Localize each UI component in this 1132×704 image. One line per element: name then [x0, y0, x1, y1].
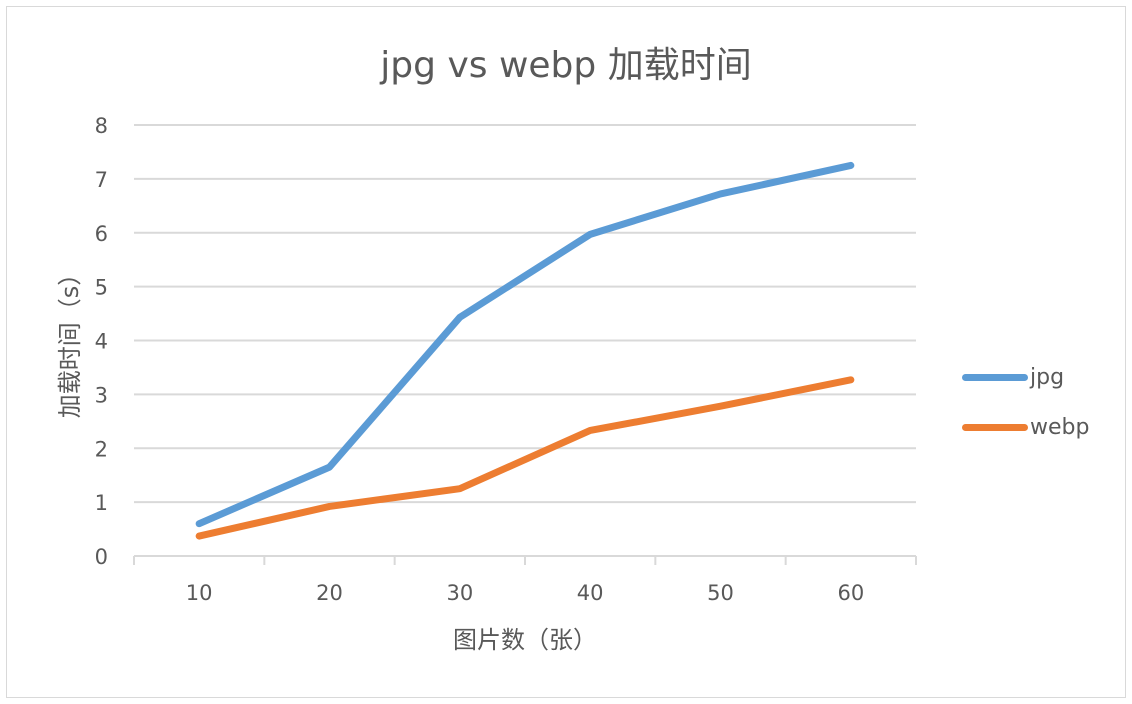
y-tick-label: 0 — [95, 545, 108, 569]
legend-label-webp: webp — [1030, 414, 1090, 440]
legend: jpg webp — [962, 352, 1089, 452]
x-tick-label: 30 — [446, 581, 473, 605]
legend-label-jpg: jpg — [1030, 364, 1065, 390]
y-axis-title: 加载时间（s） — [56, 262, 84, 419]
x-tick-label: 40 — [577, 581, 604, 605]
x-tick-label: 20 — [316, 581, 343, 605]
x-tick-label: 60 — [837, 581, 864, 605]
chart-frame — [6, 6, 1126, 698]
y-tick-label: 2 — [95, 437, 108, 461]
x-tick-label: 10 — [186, 581, 213, 605]
y-tick-label: 1 — [95, 491, 108, 515]
x-tick-label: 50 — [707, 581, 734, 605]
legend-item-webp: webp — [962, 402, 1089, 452]
y-tick-label: 5 — [95, 276, 108, 300]
series-line-jpg — [195, 161, 855, 528]
series-line-webp — [195, 376, 855, 540]
y-tick-label: 6 — [95, 222, 108, 246]
y-tick-label: 3 — [95, 383, 108, 407]
y-tick-label: 7 — [95, 168, 108, 192]
legend-swatch-webp — [962, 423, 1028, 431]
x-axis-title: 图片数（张） — [453, 626, 597, 654]
legend-item-jpg: jpg — [962, 352, 1089, 402]
legend-swatch-jpg — [962, 373, 1028, 381]
chart-title: jpg vs webp 加载时间 — [380, 45, 752, 86]
y-tick-label: 8 — [95, 114, 108, 138]
y-tick-label: 4 — [95, 330, 108, 354]
